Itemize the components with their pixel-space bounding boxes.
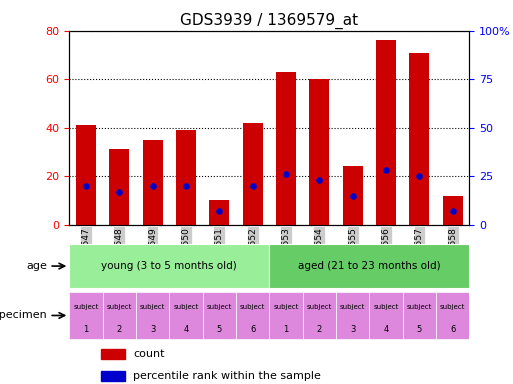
Text: 2: 2 — [116, 325, 122, 334]
Point — [182, 183, 190, 189]
Point — [382, 167, 390, 174]
Bar — [143, 140, 163, 225]
Bar — [109, 149, 129, 225]
Text: specimen: specimen — [0, 311, 48, 321]
Text: subject: subject — [140, 304, 165, 310]
Bar — [269, 244, 469, 288]
Point — [248, 183, 256, 189]
Text: GSM604554: GSM604554 — [315, 227, 324, 282]
Bar — [136, 291, 169, 339]
Text: GSM604556: GSM604556 — [382, 227, 390, 282]
Point — [215, 208, 224, 214]
Point — [416, 173, 424, 179]
Bar — [309, 79, 329, 225]
Text: subject: subject — [440, 304, 465, 310]
Text: percentile rank within the sample: percentile rank within the sample — [133, 371, 321, 381]
Point — [349, 192, 357, 199]
Bar — [101, 371, 125, 381]
Text: 3: 3 — [150, 325, 155, 334]
Bar — [203, 291, 236, 339]
Point — [282, 171, 290, 177]
Bar — [101, 349, 125, 359]
Text: age: age — [27, 261, 48, 271]
Text: subject: subject — [307, 304, 332, 310]
Text: GSM604547: GSM604547 — [82, 227, 90, 282]
Text: subject: subject — [173, 304, 199, 310]
Text: 2: 2 — [317, 325, 322, 334]
Text: GSM604557: GSM604557 — [415, 227, 424, 282]
Bar — [169, 291, 203, 339]
Bar — [409, 53, 429, 225]
Point — [315, 177, 323, 183]
Text: GSM604550: GSM604550 — [182, 227, 190, 282]
Text: subject: subject — [373, 304, 399, 310]
Text: 1: 1 — [283, 325, 289, 334]
Point — [149, 183, 157, 189]
Bar — [343, 167, 363, 225]
Bar — [176, 130, 196, 225]
Point — [82, 183, 90, 189]
Text: subject: subject — [407, 304, 432, 310]
Text: 3: 3 — [350, 325, 356, 334]
Text: 4: 4 — [183, 325, 189, 334]
Text: GSM604552: GSM604552 — [248, 227, 257, 282]
Bar — [303, 291, 336, 339]
Text: subject: subject — [240, 304, 265, 310]
Bar — [443, 195, 463, 225]
Text: young (3 to 5 months old): young (3 to 5 months old) — [102, 261, 237, 271]
Text: subject: subject — [73, 304, 98, 310]
Text: GSM604558: GSM604558 — [448, 227, 457, 282]
Text: 5: 5 — [216, 325, 222, 334]
Text: subject: subject — [273, 304, 299, 310]
Bar — [236, 291, 269, 339]
Bar — [209, 200, 229, 225]
Text: GSM604548: GSM604548 — [115, 227, 124, 282]
Text: 6: 6 — [250, 325, 255, 334]
Text: aged (21 to 23 months old): aged (21 to 23 months old) — [298, 261, 441, 271]
Title: GDS3939 / 1369579_at: GDS3939 / 1369579_at — [180, 13, 359, 29]
Bar — [69, 291, 103, 339]
Bar — [269, 291, 303, 339]
Bar — [436, 291, 469, 339]
Text: 1: 1 — [83, 325, 89, 334]
Text: GSM604549: GSM604549 — [148, 227, 157, 282]
Text: GSM604555: GSM604555 — [348, 227, 357, 282]
Text: GSM604551: GSM604551 — [215, 227, 224, 282]
Point — [448, 208, 457, 214]
Text: GSM604553: GSM604553 — [282, 227, 290, 282]
Bar — [369, 291, 403, 339]
Point — [115, 189, 124, 195]
Bar — [376, 40, 396, 225]
Text: subject: subject — [207, 304, 232, 310]
Text: 4: 4 — [383, 325, 389, 334]
Bar — [403, 291, 436, 339]
Text: count: count — [133, 349, 165, 359]
Text: 5: 5 — [417, 325, 422, 334]
Text: 6: 6 — [450, 325, 456, 334]
Bar — [103, 291, 136, 339]
Bar — [336, 291, 369, 339]
Bar — [243, 123, 263, 225]
Bar — [69, 244, 269, 288]
Text: subject: subject — [107, 304, 132, 310]
Bar — [76, 125, 96, 225]
Bar — [276, 72, 296, 225]
Text: subject: subject — [340, 304, 365, 310]
